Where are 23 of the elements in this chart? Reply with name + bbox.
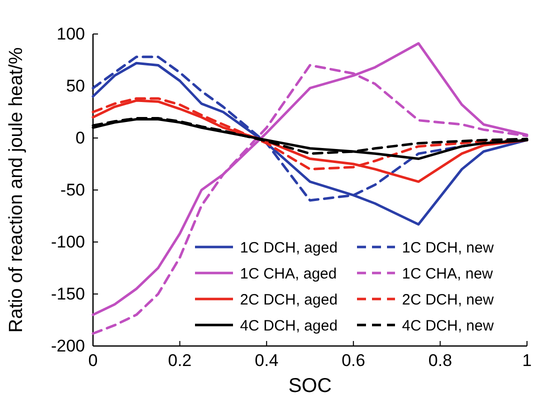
y-tick-label: 50 [66,76,85,96]
x-tick-label: 0.4 [254,351,278,370]
x-tick-label: 1 [522,351,532,370]
y-tick-label: -150 [50,284,85,304]
y-tick-label: -50 [60,180,85,200]
y-axis-title: Ratio of reaction and joule heat/% [6,47,27,333]
legend-label: 4C DCH, aged [240,317,338,334]
legend-label: 1C CHA, new [402,265,494,282]
y-tick-label: -200 [50,336,85,356]
y-tick-label: -100 [50,232,85,252]
x-tick-label: 0.6 [342,351,366,370]
legend-label: 1C DCH, new [402,239,494,256]
y-tick-label: 0 [76,128,85,148]
x-tick-label: 0.8 [428,351,452,370]
x-tick-label: 0.2 [168,351,192,370]
legend-label: 2C DCH, aged [240,291,338,308]
legend-label: 4C DCH, new [402,317,494,334]
x-tick-label: 0 [88,351,98,370]
legend-label: 2C DCH, new [402,291,494,308]
y-tick-label: 100 [56,24,85,44]
legend-label: 1C DCH, aged [240,239,338,256]
x-axis-title: SOC [288,375,332,397]
legend-label: 1C CHA, aged [240,265,337,282]
